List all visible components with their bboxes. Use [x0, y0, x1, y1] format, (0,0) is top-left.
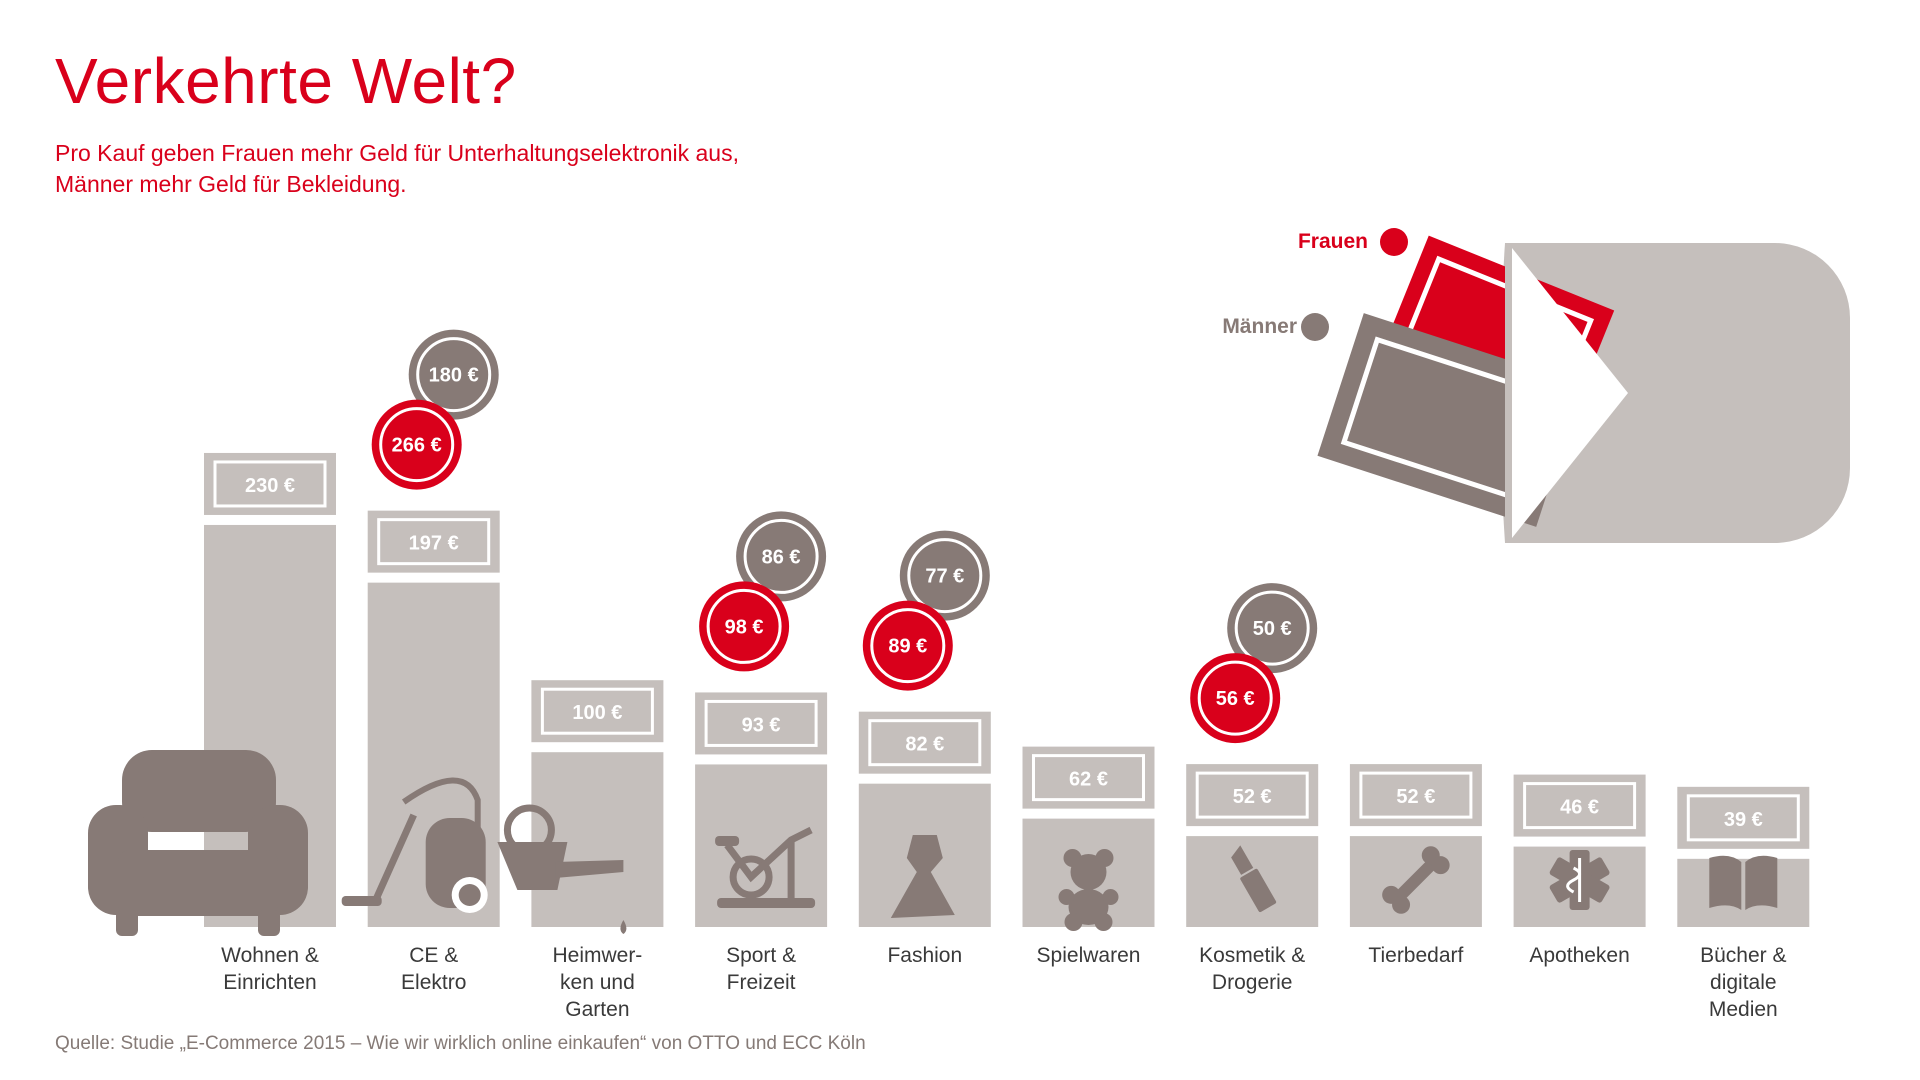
- men-bubble-4-label: 77 €: [925, 566, 964, 588]
- legend-men-dot: [1301, 313, 1329, 341]
- category-label-9-1: digitale: [1710, 971, 1777, 994]
- category-label-1-1: Elektro: [401, 971, 466, 994]
- subtitle-line-2: Männer mehr Geld für Bekleidung.: [55, 171, 407, 197]
- bar-label-frame-9: [1686, 794, 1800, 842]
- category-label-0-0: Wohnen &: [221, 944, 319, 967]
- bar-label-frame-0: [213, 460, 327, 508]
- category-label-6-0: Kosmetik &: [1199, 944, 1305, 967]
- men-bubble-3-label: 86 €: [762, 546, 801, 568]
- men-bubble-3-ring: [743, 518, 819, 594]
- bar-value-label-1: 197 €: [409, 533, 459, 555]
- chart-subtitle: Pro Kauf geben Frauen mehr Geld für Unte…: [55, 138, 739, 200]
- category-label-3-1: Freizeit: [727, 971, 796, 994]
- vacuum-cleaner-icon: [341, 777, 488, 913]
- men-bubble-6-disc: [1227, 583, 1318, 674]
- pharmacy-icon: [1549, 850, 1610, 910]
- women-bubble-3-disc: [699, 581, 790, 672]
- bar-value-label-0: 230 €: [245, 475, 295, 497]
- men-bubble-1-label: 180 €: [429, 365, 479, 387]
- bar-label-frame-2: [540, 687, 654, 735]
- legend-women-dot: [1380, 228, 1408, 256]
- category-label-1-0: CE &: [409, 944, 458, 967]
- women-bubble-4-disc: [862, 600, 953, 691]
- men-bubble-1-ring: [416, 337, 492, 413]
- bar-label-frame-7: [1359, 771, 1473, 819]
- category-label-2-0: Heimwer-: [552, 944, 642, 967]
- gender-bubbles-layer: 180 € 266 € 86 € 98 € 77 € 89 € 50 € 56 €: [371, 329, 1318, 744]
- book-icon: [1709, 855, 1778, 910]
- wallet-arrow: [1512, 248, 1628, 538]
- category-labels-layer: Wohnen & Einrichten CE & Elektro Heimwer-ken…: [221, 944, 1786, 1021]
- women-bubble-4-label: 89 €: [888, 636, 927, 658]
- bar-label-frame-6: [1195, 771, 1309, 819]
- category-label-7-0: Tierbedarf: [1368, 944, 1463, 967]
- women-bubble-3-label: 98 €: [725, 616, 764, 638]
- category-label-9-0: Bücher &: [1700, 944, 1786, 967]
- icons-layer: [88, 750, 1778, 936]
- legend-men-label: Männer: [1222, 315, 1297, 338]
- women-bubble-4-ring: [870, 608, 946, 684]
- category-label-2-2: Garten: [565, 998, 629, 1021]
- sofa-icon: [88, 750, 308, 936]
- bar-value-label-2: 100 €: [572, 702, 622, 724]
- bar-9: [1677, 858, 1810, 927]
- category-label-6-1: Drogerie: [1212, 971, 1293, 994]
- women-bubble-1-disc: [371, 399, 462, 490]
- category-label-5-0: Spielwaren: [1037, 944, 1141, 967]
- teddy-bear-icon: [1058, 849, 1119, 931]
- bar-value-label-7: 52 €: [1396, 786, 1435, 808]
- bar-value-label-3: 93 €: [742, 714, 781, 736]
- category-label-3-0: Sport &: [726, 944, 796, 967]
- bar-label-frame-1: [377, 518, 491, 566]
- bar-value-label-4: 82 €: [905, 734, 944, 756]
- category-label-0-1: Einrichten: [223, 971, 316, 994]
- category-label-2-1: ken und: [560, 971, 635, 994]
- women-bubble-6-disc: [1190, 653, 1281, 744]
- bar-label-frame-8: [1523, 782, 1637, 830]
- women-bubble-1-label: 266 €: [392, 435, 442, 457]
- subtitle-line-1: Pro Kauf geben Frauen mehr Geld für Unte…: [55, 140, 739, 166]
- men-bubble-3-disc: [736, 511, 827, 602]
- women-bubble-1-ring: [379, 407, 455, 483]
- women-bubble-6-ring: [1197, 660, 1273, 736]
- dress-icon: [890, 835, 955, 918]
- men-bubble-6-ring: [1234, 590, 1310, 666]
- bar-label-frame-3: [704, 699, 818, 747]
- bar-value-label-8: 46 €: [1560, 797, 1599, 819]
- source-note: Quelle: Studie „E-Commerce 2015 – Wie wi…: [55, 1033, 866, 1054]
- category-label-9-2: Medien: [1709, 998, 1778, 1021]
- bar-value-label-9: 39 €: [1724, 809, 1763, 831]
- legend: Frauen Männer: [1222, 228, 1850, 543]
- women-bubble-3-ring: [706, 588, 782, 664]
- men-bubble-6-label: 50 €: [1253, 618, 1292, 640]
- men-bubble-4-ring: [907, 538, 983, 614]
- chart-title: Verkehrte Welt?: [55, 45, 517, 117]
- bone-icon: [1382, 846, 1450, 914]
- category-label-4-0: Fashion: [887, 944, 962, 967]
- legend-women-label: Frauen: [1298, 230, 1368, 253]
- bar-value-label-5: 62 €: [1069, 769, 1108, 791]
- bar-value-label-6: 52 €: [1233, 786, 1272, 808]
- bar-label-frame-4: [868, 719, 982, 767]
- bar-2: [531, 752, 664, 927]
- women-bubble-6-label: 56 €: [1216, 688, 1255, 710]
- category-label-8-0: Apotheken: [1529, 944, 1629, 967]
- men-bubble-1-disc: [408, 329, 499, 420]
- lipstick-icon: [1231, 845, 1277, 912]
- bar-label-frame-5: [1032, 754, 1145, 802]
- exercise-bike-icon: [715, 826, 816, 908]
- men-bubble-4-disc: [899, 530, 990, 621]
- watering-can-icon: [497, 804, 627, 934]
